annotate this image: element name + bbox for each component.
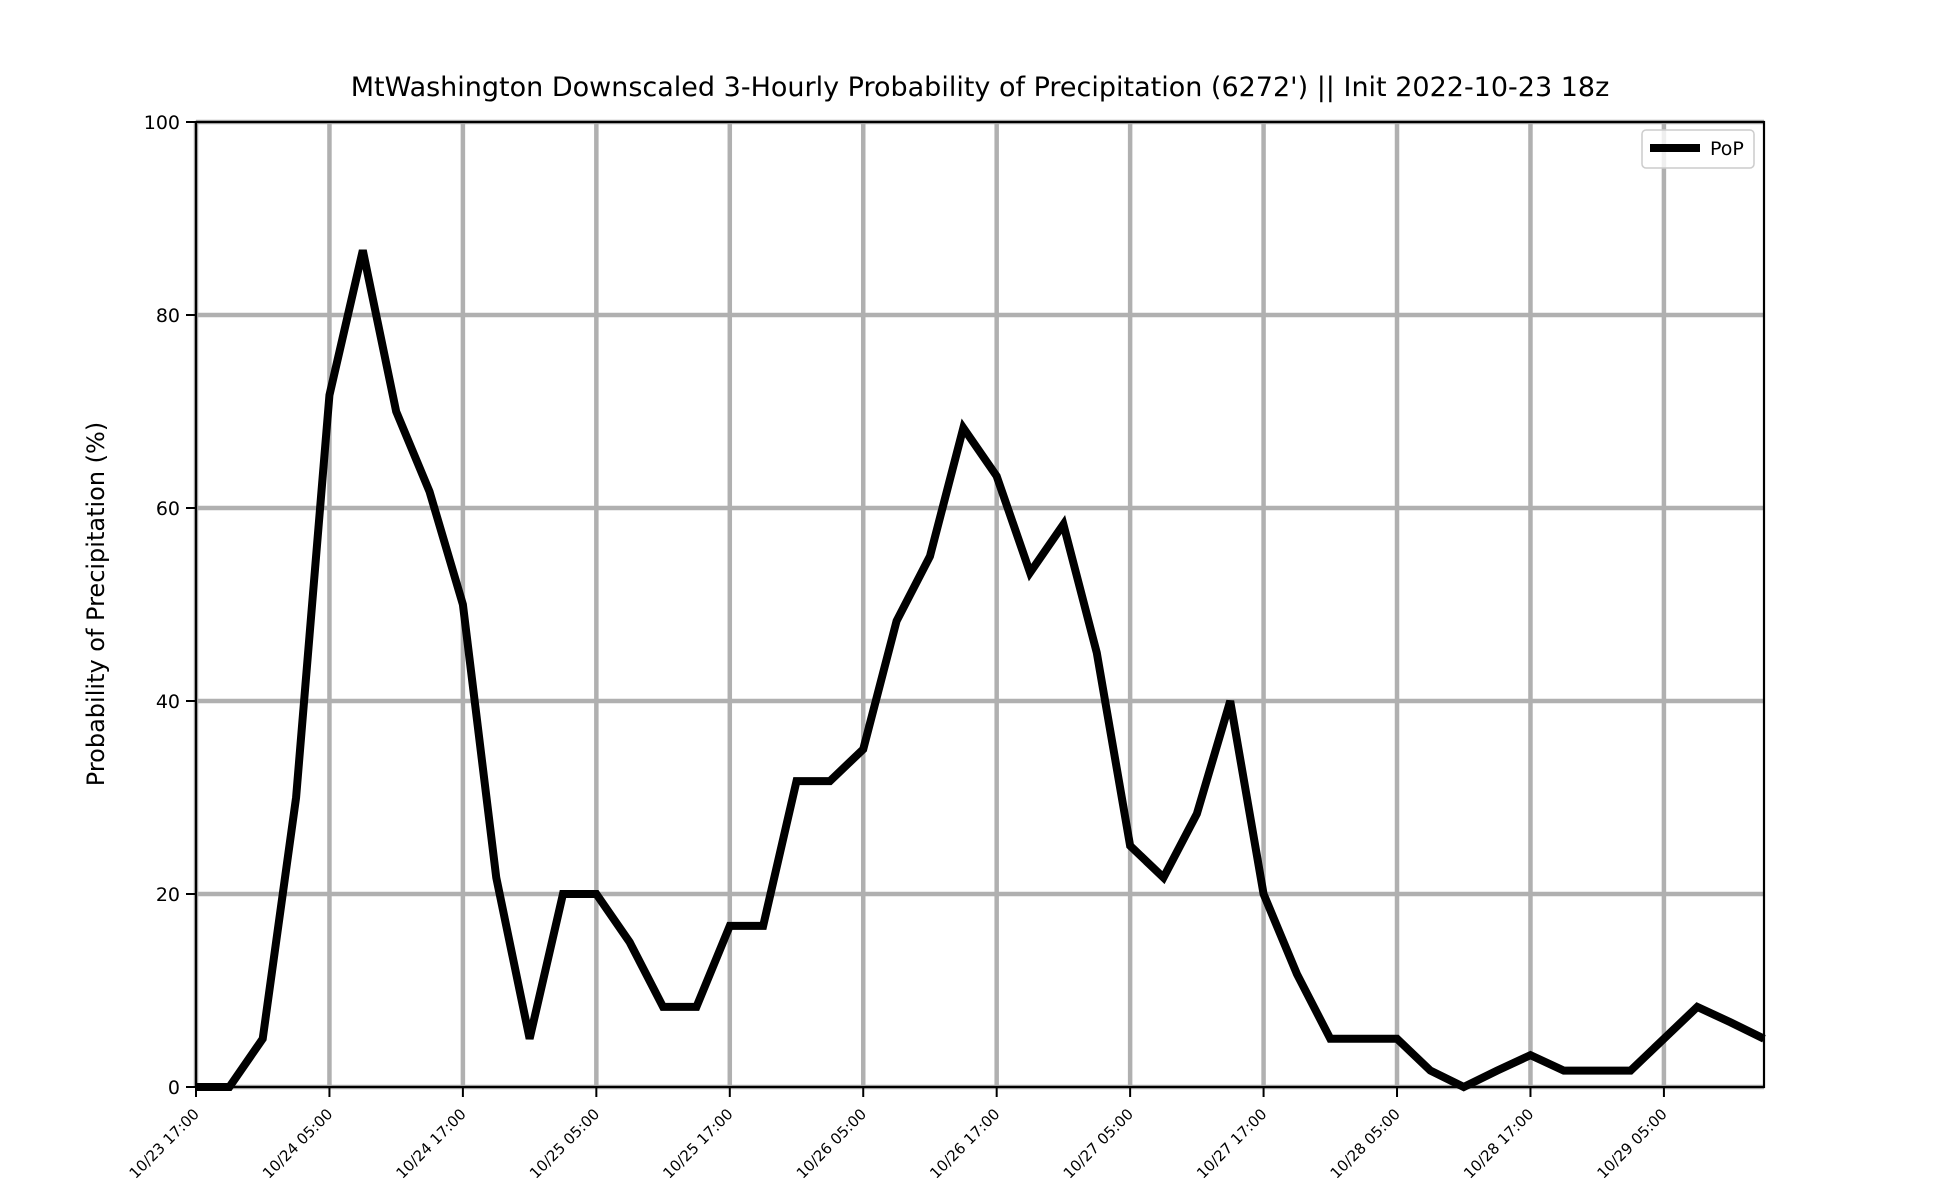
x-tick-label-1: 10/24 05:00 [259, 1105, 336, 1182]
y-axis-label: Probability of Precipitation (%) [82, 422, 110, 786]
legend-label-pop: PoP [1710, 138, 1744, 160]
x-tick-label-11: 10/29 05:00 [1594, 1105, 1671, 1182]
x-tick-label-10: 10/28 17:00 [1460, 1105, 1537, 1182]
series-layer [196, 249, 1766, 1092]
y-tick-label-1: 20 [156, 884, 180, 906]
x-tick-label-6: 10/26 17:00 [926, 1105, 1003, 1182]
x-tick-label-5: 10/26 05:00 [793, 1105, 870, 1182]
y-tick-label-0: 0 [168, 1077, 180, 1099]
x-tick-label-4: 10/25 17:00 [659, 1105, 736, 1182]
x-tick-label-9: 10/28 05:00 [1327, 1105, 1404, 1182]
x-tick-label-2: 10/24 17:00 [392, 1105, 469, 1182]
y-tick-label-5: 100 [144, 112, 180, 134]
x-tick-label-7: 10/27 05:00 [1060, 1105, 1137, 1182]
plot-frame [194, 120, 1766, 1089]
legend: PoP [1641, 129, 1755, 169]
series-line-pop [196, 249, 1766, 1092]
x-tick-label-8: 10/27 17:00 [1193, 1105, 1270, 1182]
x-axis: 10/23 17:00 10/24 05:00 10/24 17:00 10/25 0… [126, 1087, 1671, 1182]
grid [193, 119, 1764, 1090]
x-tick-label-3: 10/25 05:00 [526, 1105, 603, 1182]
y-axis: 0 20 40 60 80 100 [144, 112, 196, 1099]
y-tick-label-3: 60 [156, 498, 180, 520]
x-tick-label-0: 10/23 17:00 [126, 1105, 203, 1182]
y-tick-label-4: 80 [156, 305, 180, 327]
y-tick-label-2: 40 [156, 691, 180, 713]
chart-title: MtWashington Downscaled 3-Hourly Probabi… [351, 72, 1610, 103]
